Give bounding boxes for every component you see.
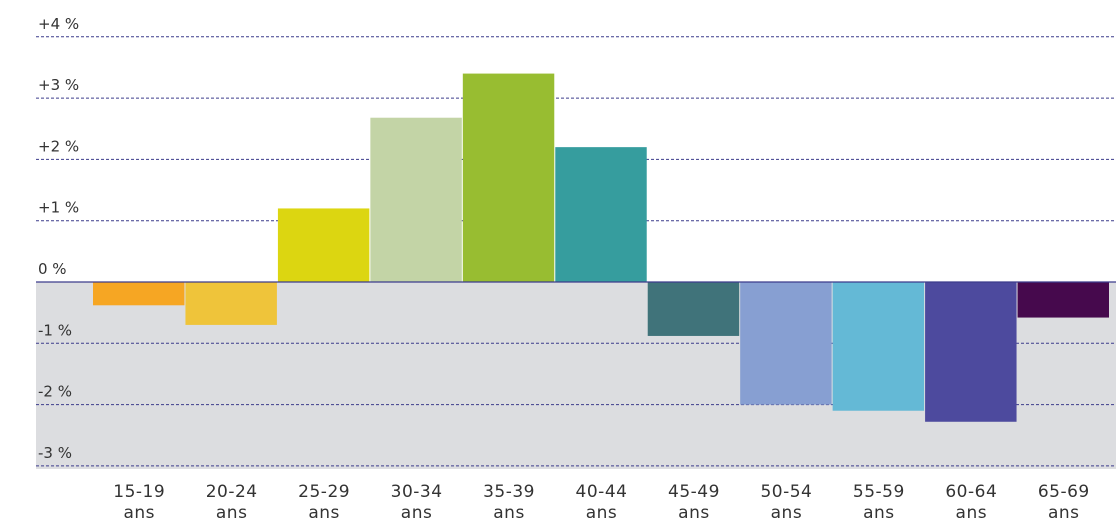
x-category-label: ans bbox=[401, 503, 433, 522]
bars bbox=[93, 73, 1109, 422]
bar bbox=[277, 208, 370, 282]
x-category-label: 15-19 bbox=[113, 482, 165, 502]
bar bbox=[462, 73, 555, 282]
x-category-label: ans bbox=[771, 503, 803, 522]
x-category-label: 30-34 bbox=[391, 482, 443, 502]
y-tick-label: +2 % bbox=[38, 137, 79, 155]
x-category-label: ans bbox=[956, 503, 988, 522]
bar bbox=[185, 282, 277, 325]
y-tick-label: +1 % bbox=[38, 199, 79, 217]
y-tick-label: +3 % bbox=[38, 76, 79, 94]
y-tick-label: -3 % bbox=[38, 444, 72, 462]
x-category-label: 40-44 bbox=[576, 482, 628, 502]
x-category-label: ans bbox=[1048, 503, 1080, 522]
x-category-label: ans bbox=[216, 503, 248, 522]
bar bbox=[1017, 282, 1109, 318]
bar bbox=[925, 282, 1017, 422]
x-category-label: 20-24 bbox=[206, 482, 258, 502]
bar bbox=[740, 282, 832, 405]
bar bbox=[370, 117, 462, 282]
x-category-label: 50-54 bbox=[760, 482, 812, 502]
bar bbox=[93, 282, 185, 306]
x-category-label: 65-69 bbox=[1038, 482, 1090, 502]
x-category-label: ans bbox=[308, 503, 340, 522]
y-tick-label: +4 % bbox=[38, 15, 79, 33]
x-category-label: 45-49 bbox=[668, 482, 720, 502]
x-category-label: ans bbox=[678, 503, 710, 522]
x-category-label: ans bbox=[863, 503, 895, 522]
x-category-label: ans bbox=[493, 503, 525, 522]
x-category-labels: 15-19ans20-24ans25-29ans30-34ans35-39ans… bbox=[113, 482, 1089, 522]
y-tick-labels: +4 % +3 % +2 % +1 % 0 % -1 % -2 % -3 % bbox=[38, 15, 79, 462]
bar bbox=[555, 147, 647, 282]
x-category-label: ans bbox=[123, 503, 155, 522]
x-category-label: 35-39 bbox=[483, 482, 535, 502]
x-category-label: ans bbox=[586, 503, 618, 522]
x-category-label: 60-64 bbox=[945, 482, 997, 502]
x-category-label: 55-59 bbox=[853, 482, 905, 502]
y-tick-label: -1 % bbox=[38, 321, 72, 339]
x-category-label: 25-29 bbox=[298, 482, 350, 502]
bar bbox=[647, 282, 740, 336]
y-tick-label: 0 % bbox=[38, 260, 67, 278]
y-tick-label: -2 % bbox=[38, 383, 72, 401]
bar bbox=[832, 282, 925, 411]
